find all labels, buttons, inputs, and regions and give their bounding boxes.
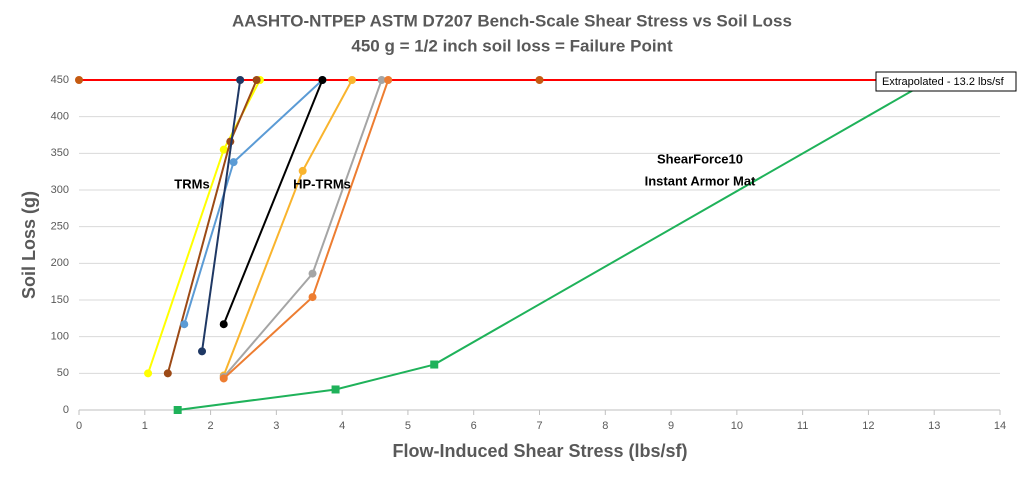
x-tick-label: 14: [994, 420, 1006, 432]
marker: [163, 369, 172, 378]
x-tick-label: 6: [471, 420, 477, 432]
marker: [384, 76, 393, 84]
annotation: Extrapolated - 13.2 lbs/sf: [882, 76, 1005, 88]
marker: [430, 360, 439, 369]
x-tick-label: 13: [928, 420, 940, 432]
marker: [535, 76, 544, 84]
annotation-box: [875, 71, 1017, 92]
x-tick-label: 0: [76, 420, 82, 432]
y-tick-label: 100: [51, 331, 69, 343]
y-tick-label: 150: [51, 294, 69, 306]
x-tick-label: 7: [536, 420, 542, 432]
chart-subtitle: 450 g = 1/2 inch soil loss = Failure Poi…: [351, 36, 673, 55]
marker: [298, 166, 307, 175]
y-axis-title: Soil Loss (g): [19, 191, 39, 299]
marker: [219, 374, 228, 383]
marker: [75, 76, 83, 84]
marker: [308, 293, 317, 302]
marker: [180, 320, 189, 329]
x-tick-label: 9: [668, 420, 674, 432]
marker: [252, 76, 261, 84]
annotation: Instant Armor Mat: [645, 173, 756, 188]
x-tick-label: 4: [339, 420, 345, 432]
marker: [173, 406, 182, 414]
x-tick-label: 8: [602, 420, 608, 432]
series-line: [177, 79, 932, 411]
annotation: HP-TRMs: [293, 176, 351, 191]
x-tick-label: 12: [862, 420, 874, 432]
marker: [318, 76, 327, 84]
annotation: TRMs: [174, 176, 209, 191]
marker: [348, 76, 357, 84]
marker: [308, 269, 317, 278]
y-tick-label: 400: [51, 111, 69, 123]
marker: [144, 369, 153, 378]
series-line: [222, 79, 383, 378]
annotation: ShearForce10: [657, 151, 743, 166]
marker: [331, 385, 340, 394]
y-tick-label: 250: [51, 221, 69, 233]
x-tick-label: 2: [208, 420, 214, 432]
x-tick-label: 10: [731, 420, 743, 432]
marker: [219, 145, 228, 154]
series-line: [223, 79, 390, 380]
marker: [198, 347, 207, 356]
marker: [229, 158, 238, 167]
chart-title: AASHTO-NTPEP ASTM D7207 Bench-Scale Shea…: [232, 11, 792, 30]
y-tick-label: 300: [51, 184, 69, 196]
series-line: [201, 79, 242, 352]
x-axis-title: Flow-Induced Shear Stress (lbs/sf): [392, 441, 687, 461]
x-tick-label: 5: [405, 420, 411, 432]
y-tick-label: 450: [51, 74, 69, 86]
x-tick-label: 11: [797, 420, 808, 432]
y-tick-label: 0: [63, 404, 69, 416]
y-tick-label: 200: [51, 257, 69, 269]
y-tick-label: 50: [57, 367, 69, 379]
series-line: [222, 79, 353, 376]
x-tick-label: 1: [142, 420, 148, 432]
marker: [377, 76, 386, 84]
y-tick-label: 350: [51, 147, 69, 159]
marker: [236, 76, 245, 84]
x-tick-label: 3: [273, 420, 279, 432]
marker: [219, 320, 228, 329]
series-line: [222, 79, 324, 325]
